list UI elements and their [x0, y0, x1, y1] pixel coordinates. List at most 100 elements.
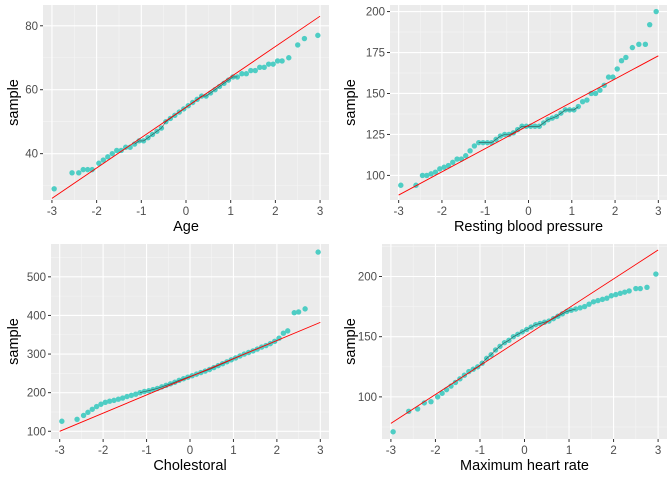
y-axis-title: sample	[6, 318, 22, 365]
sample-point	[454, 156, 460, 162]
x-tick-label: 2	[612, 206, 618, 218]
sample-point	[629, 44, 636, 51]
sample-point	[590, 299, 597, 305]
sample-point	[445, 162, 452, 169]
sample-point	[592, 90, 599, 97]
sample-point	[604, 295, 610, 301]
sample-point	[432, 169, 439, 175]
y-tick-label: 100	[366, 170, 385, 182]
sample-point	[586, 301, 592, 307]
x-tick-label: -3	[47, 206, 57, 218]
x-tick-label: -2	[98, 445, 108, 457]
sample-point	[437, 166, 443, 172]
sample-point	[614, 66, 620, 72]
sample-point	[646, 21, 653, 28]
x-tick-label: -2	[430, 445, 440, 457]
sample-point	[98, 401, 104, 407]
sample-point	[291, 310, 297, 316]
sample-point	[653, 8, 659, 15]
y-tick-label: 40	[25, 149, 38, 161]
sample-point	[74, 416, 80, 423]
sample-point	[69, 170, 75, 176]
x-tick-label: -2	[92, 206, 102, 218]
sample-point	[573, 306, 579, 312]
sample-trace-line	[478, 106, 579, 143]
sample-point	[128, 392, 135, 399]
sample-point	[419, 172, 426, 179]
sample-point	[109, 150, 115, 157]
sample-point	[579, 98, 586, 105]
x-tick-label: 3	[317, 206, 323, 218]
sample-point	[89, 166, 95, 173]
x-tick-label: 3	[655, 206, 661, 218]
x-tick-label: 1	[569, 206, 575, 218]
sample-trace-line	[473, 308, 576, 370]
qq-panel-cholestoral: -3 -2 -1 0 1 2 3 100 200 300 400 500 Cholestoral samp…	[6, 244, 329, 474]
gridlines	[51, 244, 329, 439]
x-tick-label: -1	[475, 445, 485, 457]
qq-panel-maximum-heart-rate: -3 -2 -1 0 1 2 3 100 150 200 Maximum heart rate sam…	[343, 244, 667, 474]
sample-point	[642, 41, 649, 48]
x-axis-title: Maximum heart rate	[460, 458, 589, 474]
sample-point	[102, 399, 108, 406]
sample-point	[623, 54, 629, 61]
x-tick-label: 3	[317, 445, 323, 457]
sample-point	[428, 171, 434, 177]
sample-point	[261, 64, 267, 71]
x-tick-label: -3	[55, 445, 65, 457]
sample-point	[59, 418, 65, 424]
gridlines	[390, 5, 667, 200]
sample-point	[608, 293, 615, 299]
sample-point	[617, 290, 623, 297]
sample-point	[252, 67, 258, 74]
y-tick-label: 60	[25, 85, 38, 97]
sample-point	[424, 172, 430, 179]
x-axis-title: Age	[173, 219, 199, 235]
sample-point	[80, 166, 86, 173]
x-tick-label: 1	[566, 445, 572, 457]
y-tick-label: 175	[366, 48, 385, 60]
sample-point	[301, 35, 308, 42]
sample-point	[106, 398, 113, 404]
sample-point	[274, 58, 281, 64]
sample-point	[315, 249, 321, 255]
sample-point	[597, 87, 603, 93]
sample-point	[51, 186, 57, 192]
y-tick-label: 200	[27, 388, 46, 400]
sample-point	[257, 64, 263, 71]
y-axis-title: sample	[343, 318, 359, 365]
y-tick-label: 300	[27, 349, 46, 361]
sample-point	[85, 409, 91, 416]
x-tick-label: 0	[525, 206, 531, 218]
sample-point	[114, 147, 120, 154]
x-tick-label: 2	[272, 206, 278, 218]
sample-point	[421, 400, 428, 406]
sample-point	[133, 391, 139, 397]
x-tick-label: 2	[274, 445, 280, 457]
sample-point	[644, 284, 650, 291]
x-axis-title: Resting blood pressure	[454, 219, 603, 235]
sample-point	[448, 383, 454, 389]
sample-point	[124, 393, 130, 400]
x-tick-label: -3	[386, 445, 396, 457]
x-tick-label: 0	[187, 445, 193, 457]
sample-point	[584, 97, 590, 103]
x-tick-label: 0	[183, 206, 189, 218]
sample-point	[100, 157, 107, 163]
sample-point	[80, 412, 87, 419]
sample-point	[581, 303, 588, 310]
sample-point	[626, 288, 632, 294]
y-tick-label: 200	[366, 7, 385, 19]
y-tick-label: 150	[358, 332, 377, 344]
sample-point	[302, 306, 308, 312]
y-tick-label: 125	[366, 129, 385, 141]
x-tick-label: -1	[480, 206, 490, 218]
sample-point	[398, 182, 404, 188]
sample-point	[633, 285, 639, 292]
sample-point	[280, 330, 287, 336]
sample-point	[248, 67, 254, 74]
y-tick-label: 200	[358, 272, 377, 284]
y-tick-label: 100	[358, 392, 377, 404]
x-tick-label: 3	[655, 445, 661, 457]
